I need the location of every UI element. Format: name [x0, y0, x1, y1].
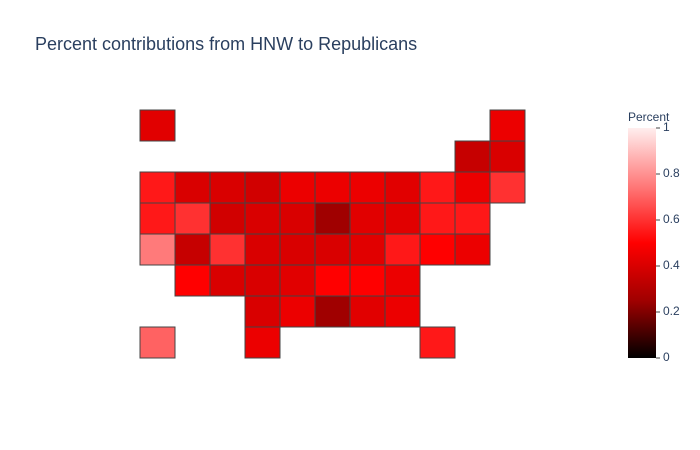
state — [384, 202, 421, 235]
state — [454, 140, 491, 173]
state — [209, 233, 246, 266]
state — [244, 295, 281, 328]
state — [279, 264, 316, 297]
state — [174, 202, 211, 235]
colorbar-title: Percent — [628, 110, 670, 124]
state — [384, 264, 421, 297]
state — [139, 326, 176, 359]
state — [419, 171, 456, 204]
state — [349, 295, 386, 328]
state — [489, 109, 526, 142]
state — [139, 109, 176, 142]
state — [454, 171, 491, 204]
state — [279, 171, 316, 204]
state — [279, 202, 316, 235]
state — [174, 264, 211, 297]
state — [384, 233, 421, 266]
colorbar-tick-label: 0.6 — [663, 212, 680, 226]
colorbar-tick-label: 0.2 — [663, 304, 680, 318]
state — [244, 326, 281, 359]
state — [384, 295, 421, 328]
colorbar-tick-label: 0.4 — [663, 258, 680, 272]
state — [244, 171, 281, 204]
map — [139, 109, 526, 359]
colorbar-tick-label: 0.8 — [663, 166, 680, 180]
state — [454, 233, 491, 266]
state — [139, 233, 176, 266]
state — [244, 233, 281, 266]
state — [489, 140, 526, 173]
state — [419, 326, 456, 359]
state — [244, 264, 281, 297]
state — [454, 202, 491, 235]
state — [314, 295, 351, 328]
state — [349, 202, 386, 235]
state — [209, 171, 246, 204]
state — [209, 264, 246, 297]
state — [174, 233, 211, 266]
state — [244, 202, 281, 235]
state — [174, 171, 211, 204]
state — [314, 233, 351, 266]
state — [349, 264, 386, 297]
state — [489, 171, 526, 204]
state — [349, 233, 386, 266]
state — [349, 171, 386, 204]
state — [419, 233, 456, 266]
colorbar-tick-label: 1 — [663, 120, 670, 134]
chart-title: Percent contributions from HNW to Republ… — [35, 34, 417, 54]
state — [209, 202, 246, 235]
colorbar — [628, 128, 656, 358]
state — [279, 295, 316, 328]
state — [419, 202, 456, 235]
state — [139, 202, 176, 235]
colorbar-tick-label: 0 — [663, 350, 670, 364]
state — [314, 264, 351, 297]
state — [279, 233, 316, 266]
state — [384, 171, 421, 204]
state — [314, 171, 351, 204]
state — [139, 171, 176, 204]
state — [314, 202, 351, 235]
